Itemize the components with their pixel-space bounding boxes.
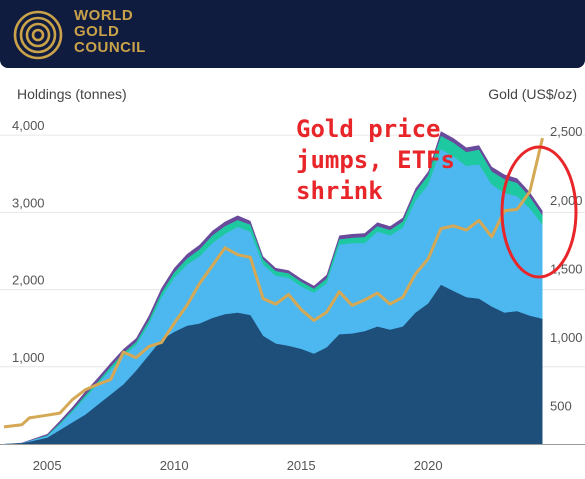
- y-left-tick-label: 4,000: [12, 118, 45, 133]
- annotation-text-line: Gold price: [296, 115, 441, 143]
- gold-price-line: [3, 137, 544, 429]
- annotation-text-line: shrink: [296, 177, 383, 205]
- y-right-tick-label: 500: [550, 399, 572, 414]
- annotation-text-line: jumps, ETFs: [296, 146, 455, 174]
- y-right-tick-label: 2,500: [550, 124, 583, 139]
- x-tick-label: 2010: [160, 458, 189, 473]
- y-right-tick-label: 2,000: [550, 193, 583, 208]
- y-left-tick-label: 1,000: [12, 350, 45, 365]
- y-left-tick-label: 2,000: [12, 273, 45, 288]
- gold-council-logo-icon[interactable]: [12, 9, 64, 61]
- left-axis-title: Holdings (tonnes): [17, 86, 127, 102]
- site-header: WORLD GOLD COUNCIL: [0, 0, 585, 68]
- x-tick-label: 2015: [287, 458, 316, 473]
- annotation-group: Gold price jumps, ETFs shrink: [296, 115, 578, 279]
- logo-wordmark: WORLD GOLD COUNCIL: [74, 8, 146, 56]
- y-right-tick-label: 1,000: [550, 330, 583, 345]
- gold-price-line-group: [3, 137, 544, 429]
- logo-line-3: COUNCIL: [74, 39, 146, 56]
- holdings-area-1: [4, 284, 543, 444]
- y-left-tick-label: 3,000: [12, 195, 45, 210]
- x-tick-label: 2020: [414, 458, 443, 473]
- logo-line-2: GOLD: [74, 23, 120, 40]
- annotation-circle: [500, 145, 578, 279]
- x-tick-label: 2005: [33, 458, 62, 473]
- right-axis-title: Gold (US$/oz): [488, 86, 577, 102]
- holdings-areas: [4, 131, 543, 445]
- y-right-tick-label: 1,500: [550, 261, 583, 276]
- axis-ticks: 1,000 2,000 3,000 4,000 500 1,000 1,500 2,000 2,…: [12, 118, 583, 473]
- logo-line-1: WORLD: [74, 7, 134, 24]
